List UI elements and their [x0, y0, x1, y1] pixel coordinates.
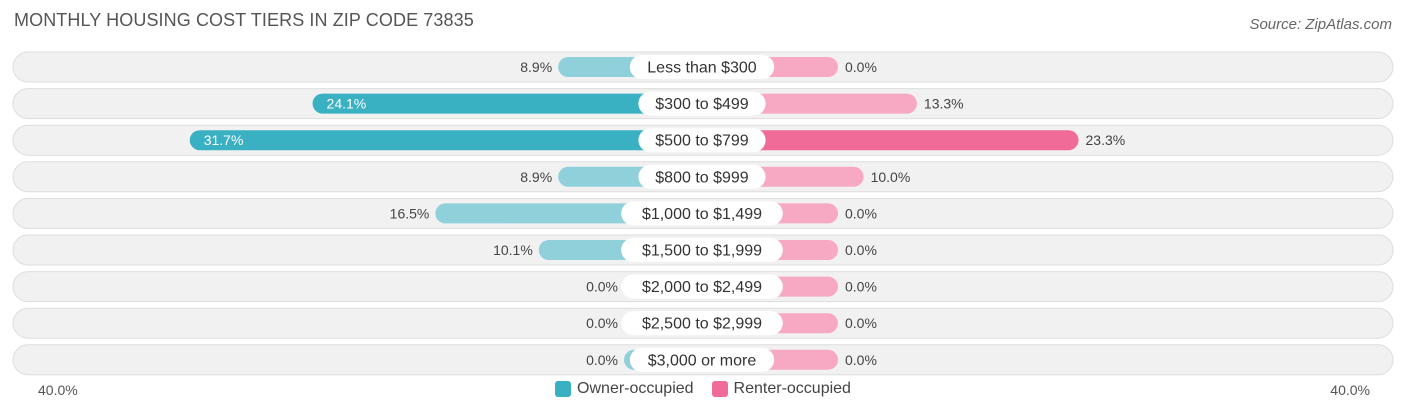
bar-renter [702, 130, 1079, 151]
legend-label-owner: Owner-occupied [577, 380, 694, 397]
legend-item-owner: Owner-occupied [555, 380, 694, 398]
bar-owner [312, 93, 702, 114]
value-label-renter: 23.3% [1086, 132, 1126, 148]
chart-title: MONTHLY HOUSING COST TIERS IN ZIP CODE 7… [14, 10, 474, 30]
axis-right-label: 40.0% [1330, 382, 1370, 398]
category-label: Less than $300 [647, 60, 757, 77]
category-pill [629, 55, 775, 79]
legend: Owner-occupied Renter-occupied [0, 380, 1406, 398]
category-pill [621, 274, 783, 299]
legend-label-renter: Renter-occupied [733, 380, 851, 397]
category-label: $1,000 to $1,499 [642, 206, 762, 223]
value-label-owner: 0.0% [586, 315, 618, 331]
legend-item-renter: Renter-occupied [711, 380, 851, 398]
bar-owner [189, 130, 702, 151]
value-label-renter: 0.0% [845, 205, 877, 221]
legend-swatch-renter [711, 381, 728, 397]
value-label-owner: 0.0% [586, 352, 618, 368]
value-label-owner: 8.9% [520, 169, 552, 185]
diverging-bar-chart: 8.9% 0.0% Less than $300 24.1% 13.3% $300 to … [12, 51, 1394, 376]
value-label-renter: 0.0% [845, 59, 877, 75]
category-label: $3,000 or more [648, 352, 757, 369]
category-pill [621, 311, 783, 336]
value-label-renter: 10.0% [871, 169, 911, 185]
value-label-renter: 13.3% [924, 96, 964, 112]
value-label-owner: 24.1% [327, 96, 367, 112]
value-label-owner: 0.0% [586, 279, 618, 295]
category-label: $800 to $999 [655, 169, 749, 186]
value-label-owner: 10.1% [493, 242, 533, 258]
category-pill [629, 347, 775, 372]
value-label-owner: 8.9% [520, 59, 552, 75]
category-pill [621, 201, 783, 226]
category-label: $500 to $799 [655, 133, 749, 150]
category-label: $300 to $499 [655, 96, 749, 113]
value-label-renter: 0.0% [845, 315, 877, 331]
value-label-renter: 0.0% [845, 352, 877, 368]
value-label-owner: 31.7% [204, 132, 244, 148]
value-label-owner: 16.5% [390, 205, 430, 221]
value-label-renter: 0.0% [845, 242, 877, 258]
legend-swatch-owner [555, 381, 572, 397]
category-label: $2,500 to $2,999 [642, 316, 762, 333]
category-pill [638, 91, 766, 116]
chart-source: Source: ZipAtlas.com [1249, 16, 1392, 33]
category-pill [621, 238, 783, 262]
value-label-renter: 0.0% [845, 279, 877, 295]
category-pill [638, 164, 766, 189]
category-label: $2,000 to $2,499 [642, 279, 762, 296]
category-label: $1,500 to $1,999 [642, 243, 762, 260]
axis-left-label: 40.0% [38, 382, 78, 398]
category-pill [638, 128, 766, 153]
